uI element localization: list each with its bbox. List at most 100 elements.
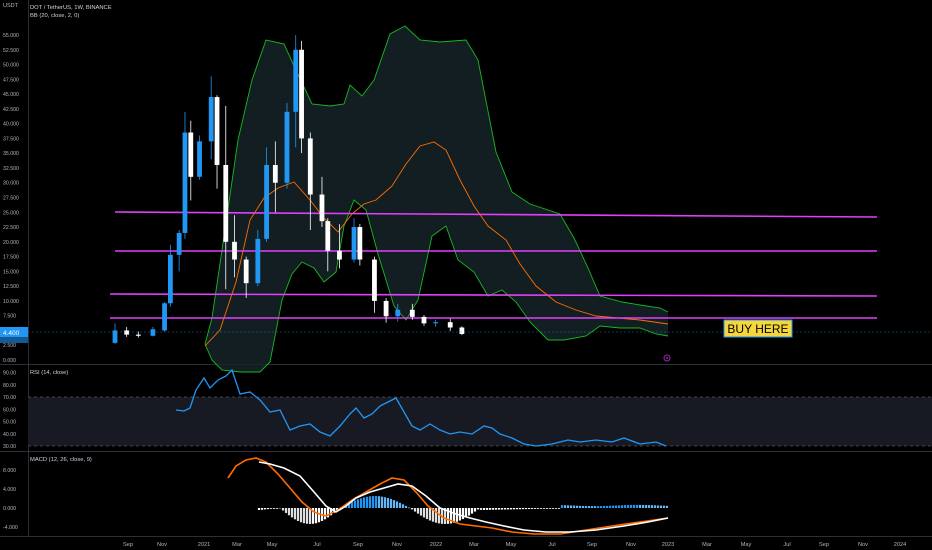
macd-hist-bar <box>635 504 639 508</box>
macd-hist-bar <box>542 508 546 509</box>
macd-hist-bar <box>257 508 261 510</box>
macd-hist-bar <box>428 508 432 521</box>
macd-hist-bar <box>386 497 390 508</box>
macd-hist-bar <box>317 508 321 523</box>
macd-tick-label: -4.000 <box>3 525 18 531</box>
macd-hist-bar <box>272 508 276 509</box>
macd-hist-bar <box>488 508 492 510</box>
macd-hist-bar <box>380 496 384 508</box>
last-price-badge <box>0 327 28 337</box>
macd-histogram <box>257 496 669 524</box>
time-tick-label: May <box>741 542 752 548</box>
macd-hist-bar <box>539 508 543 509</box>
macd-hist-bar <box>647 505 651 508</box>
macd-hist-bar <box>308 508 312 524</box>
candle-body <box>124 330 130 335</box>
macd-signal-line <box>227 457 669 535</box>
macd-hist-bar <box>587 506 591 508</box>
candle-body <box>372 259 377 301</box>
macd-hist-bar <box>617 505 621 508</box>
candle-body <box>208 97 214 142</box>
alert-marker-icon[interactable] <box>663 354 671 362</box>
macd-hist-bar <box>569 505 573 508</box>
macd-hist-bar <box>377 496 381 508</box>
macd-hist-bar <box>581 505 585 508</box>
macd-hist-bar <box>506 508 510 510</box>
candle-body <box>383 300 389 317</box>
time-tick-label: Jul <box>783 542 790 548</box>
macd-hist-bar <box>473 508 477 512</box>
macd-hist-bar <box>524 508 528 510</box>
candle-body <box>167 254 173 304</box>
macd-hist-bar <box>548 508 552 509</box>
macd-hist-bar <box>650 505 654 508</box>
macd-hist-bar <box>266 508 270 510</box>
candle-body <box>319 194 325 222</box>
macd-hist-bar <box>509 508 513 510</box>
last-price-label: 4.400 <box>3 330 20 337</box>
macd-hist-bar <box>335 508 339 511</box>
time-tick-label: Nov <box>157 542 167 548</box>
candle-body <box>188 132 194 177</box>
macd-hist-bar <box>611 505 615 508</box>
support-resistance-line[interactable] <box>114 211 878 218</box>
price-tick-label: 0.000 <box>3 358 16 364</box>
macd-hist-bar <box>527 508 531 510</box>
support-resistance-line[interactable] <box>109 293 878 297</box>
macd-hist-bar <box>629 504 633 508</box>
macd-hist-bar <box>572 505 576 508</box>
macd-hist-bar <box>407 507 411 509</box>
time-tick-label: Sep <box>123 542 133 548</box>
macd-hist-bar <box>482 508 486 510</box>
macd-hist-bar <box>521 508 525 510</box>
bb-lower-line <box>204 199 669 373</box>
macd-hist-bar <box>269 508 273 509</box>
rsi-axis: 90.00 80.00 70.00 60.00 50.00 40.00 30.00 <box>3 371 16 451</box>
macd-hist-bar <box>314 508 318 524</box>
macd-hist-bar <box>434 508 438 523</box>
macd-hist-bar <box>416 508 420 514</box>
macd-tick-label: 4.000 <box>3 487 16 493</box>
price-tick-label: 17.500 <box>3 255 19 261</box>
candle-body <box>284 111 290 183</box>
candle-body <box>395 309 401 317</box>
macd-hist-bar <box>275 508 279 509</box>
macd-hist-bar <box>425 508 429 520</box>
candle-body <box>351 227 357 260</box>
macd-hist-bar <box>413 508 417 512</box>
rsi-tick-label: 50.00 <box>3 420 16 426</box>
price-tick-label: 42.500 <box>3 107 19 113</box>
price-tick-label: 7.500 <box>3 314 16 320</box>
price-tick-label: 40.000 <box>3 122 19 128</box>
rsi-tick-label: 60.00 <box>3 407 16 413</box>
macd-hist-bar <box>461 508 465 520</box>
macd-hist-bar <box>362 497 366 508</box>
macd-hist-bar <box>302 508 306 524</box>
macd-hist-bar <box>383 497 387 508</box>
time-tick-label: Nov <box>626 542 636 548</box>
macd-hist-bar <box>494 508 498 510</box>
price-tick-label: 27.500 <box>3 196 19 202</box>
macd-hist-bar <box>536 508 540 509</box>
candle-body <box>255 238 261 284</box>
macd-hist-bar <box>644 505 648 508</box>
buy-here-box <box>723 319 793 338</box>
candle-body <box>243 259 249 284</box>
candle-body <box>150 329 156 336</box>
macd-hist-bar <box>557 508 561 509</box>
candle-body <box>409 309 415 317</box>
price-tick-label: 12.500 <box>3 284 19 290</box>
macd-hist-bar <box>665 505 669 508</box>
macd-hist-bar <box>554 508 558 509</box>
time-tick-label: Nov <box>858 542 868 548</box>
support-resistance-lines <box>109 211 878 319</box>
macd-hist-bar <box>371 496 375 508</box>
macd-hist-bar <box>359 498 363 508</box>
macd-hist-bar <box>545 508 549 509</box>
macd-hist-bar <box>464 508 468 518</box>
candle-body <box>197 141 202 177</box>
macd-hist-bar <box>299 508 303 523</box>
macd-hist-bar <box>404 505 408 508</box>
rsi-band-background <box>28 397 932 446</box>
